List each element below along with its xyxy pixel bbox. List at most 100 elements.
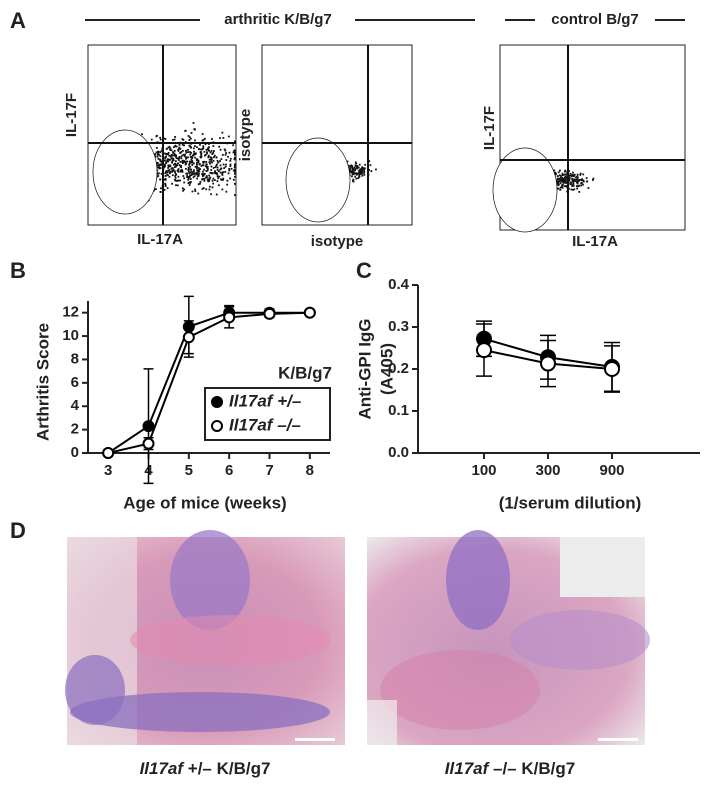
x-tick-label: 5 [185, 462, 193, 479]
y-tick-label: 10 [62, 327, 79, 344]
event-dot [163, 178, 166, 181]
event-dot [358, 163, 361, 166]
event-dot [205, 188, 208, 191]
event-dot [173, 152, 176, 155]
event-dot [354, 167, 357, 170]
event-dot [224, 149, 227, 152]
event-dot [208, 178, 211, 181]
event-dot [189, 171, 192, 174]
event-dot [176, 164, 179, 167]
event-dot [159, 167, 162, 169]
event-dot [570, 188, 573, 191]
event-dot [221, 172, 224, 175]
event-dot [363, 171, 366, 173]
event-dot [224, 165, 227, 168]
event-dot [166, 171, 169, 174]
event-dot [229, 157, 232, 160]
event-dot [196, 161, 199, 164]
event-dot [193, 175, 196, 178]
event-dot [179, 151, 181, 154]
event-dot [159, 136, 162, 139]
event-dot [183, 161, 185, 163]
event-dot [568, 177, 571, 179]
event-dot [203, 150, 206, 153]
event-dot [188, 139, 191, 141]
event-dot [212, 159, 215, 162]
event-dot [164, 152, 166, 155]
event-dot [188, 172, 191, 175]
event-dot [204, 165, 207, 168]
event-dot [177, 159, 180, 161]
event-dot [354, 169, 357, 172]
event-dot [164, 174, 167, 177]
event-dot [562, 183, 564, 186]
event-dot [232, 178, 235, 181]
event-dot [197, 160, 200, 162]
event-dot [575, 176, 577, 179]
event-dot [210, 193, 212, 196]
event-dot [186, 176, 189, 179]
event-dot [364, 163, 367, 166]
event-dot [216, 163, 218, 166]
event-dot [203, 160, 206, 163]
event-dot [582, 180, 585, 183]
event-dot [219, 164, 222, 167]
event-dot [233, 149, 236, 152]
y-tick-label: 0.3 [388, 318, 409, 335]
legend-marker [211, 396, 223, 408]
event-dot [197, 167, 200, 169]
event-dot [192, 170, 195, 173]
event-dot [188, 136, 191, 139]
event-dot [557, 181, 559, 184]
x-tick-label: 900 [599, 462, 624, 479]
event-dot [196, 171, 199, 174]
event-dot [198, 170, 201, 173]
event-dot [202, 161, 205, 164]
event-dot [216, 180, 219, 183]
series-line [107, 311, 310, 454]
event-dot [178, 144, 181, 146]
event-dot [156, 155, 159, 158]
event-dot [232, 151, 235, 154]
y-tick-label: 2 [71, 421, 79, 438]
event-dot [220, 178, 223, 181]
event-dot [216, 175, 219, 178]
event-dot [234, 163, 236, 166]
event-dot [202, 187, 205, 189]
event-dot [170, 161, 173, 164]
x-axis-title: Age of mice (weeks) [123, 493, 286, 512]
event-dot [370, 170, 373, 173]
legend-marker [211, 420, 223, 432]
caption-rest: +/– K/B/g7 [183, 759, 270, 778]
event-dot [216, 166, 219, 169]
event-dot [189, 165, 192, 168]
event-dot [576, 181, 579, 184]
event-dot [572, 174, 574, 177]
axis-title: IL-17F [63, 93, 80, 137]
event-dot [172, 152, 175, 155]
event-dot [159, 155, 162, 158]
event-dot [166, 173, 169, 176]
event-dot [192, 162, 195, 165]
event-dot [355, 177, 358, 180]
event-dot [352, 167, 355, 170]
event-dot [563, 180, 566, 183]
event-dot [172, 146, 175, 149]
event-dot [190, 158, 193, 161]
event-dot [573, 188, 576, 191]
event-dot [233, 158, 236, 160]
event-dot [156, 164, 158, 167]
event-dot [219, 168, 222, 171]
event-dot [194, 188, 196, 191]
event-dot [208, 146, 210, 149]
event-dot [561, 184, 563, 187]
event-dot [219, 137, 221, 139]
event-dot [189, 174, 191, 177]
axis-title: IL-17A [137, 231, 183, 248]
event-dot [568, 178, 570, 181]
y-tick-label: 0.1 [388, 402, 409, 419]
panel-label: A [10, 8, 26, 33]
event-dot [569, 172, 572, 175]
event-dot [181, 159, 184, 162]
event-dot [225, 190, 228, 193]
